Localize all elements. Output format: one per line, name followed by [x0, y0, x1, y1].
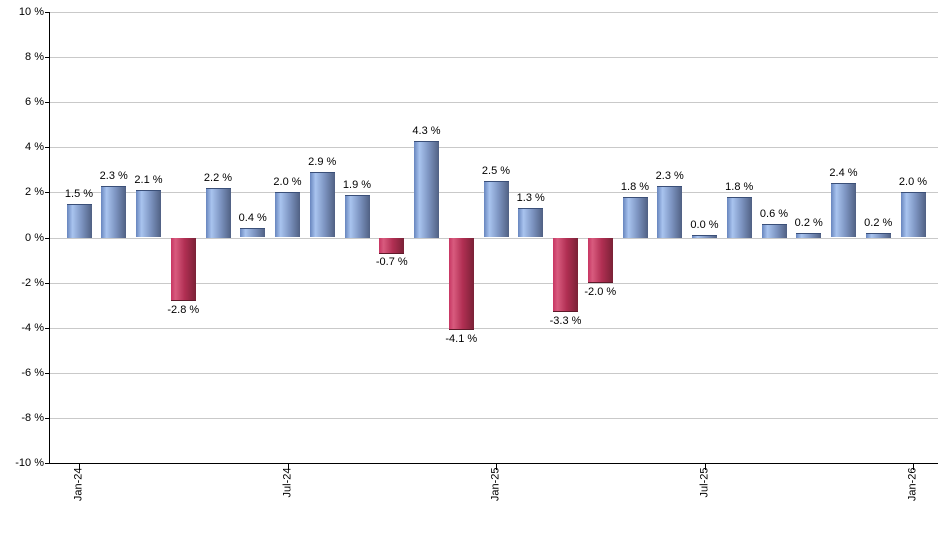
bar-positive: [518, 208, 543, 237]
bar-value-label: 2.3 %: [99, 170, 128, 182]
bar-value-label: 0.2 %: [794, 217, 823, 229]
bar-negative: [553, 238, 578, 312]
gridline: [49, 418, 938, 419]
bar-positive: [206, 188, 231, 238]
bar-value-label: 2.5 %: [481, 165, 511, 177]
x-axis-tick: [705, 464, 706, 470]
bar-value-label: -0.7 %: [375, 256, 408, 268]
y-axis-tick-label: 2 %: [25, 186, 44, 198]
bar-positive: [866, 233, 891, 238]
bar-value-label: 2.4 %: [829, 167, 858, 179]
bar-value-label: 2.0 %: [273, 176, 302, 188]
y-axis-tick: [45, 12, 49, 13]
x-axis-tick-label: Jan-25: [489, 467, 502, 502]
bar-negative: [588, 238, 613, 283]
y-axis-line: [49, 12, 50, 464]
bar-positive: [831, 183, 856, 237]
bar-positive: [101, 186, 126, 238]
bar-positive: [692, 235, 717, 238]
x-axis-tick-label: Jan-24: [72, 467, 85, 502]
y-axis-tick-label: 0 %: [25, 232, 44, 244]
gridline: [49, 12, 938, 13]
y-axis-tick: [45, 463, 49, 464]
x-axis-tick: [496, 464, 497, 470]
bar-positive: [657, 186, 682, 238]
y-axis-tick-label: 10 %: [18, 6, 44, 18]
bar-positive: [136, 190, 161, 237]
bar-value-label: 2.1 %: [134, 174, 163, 186]
bar-positive: [67, 204, 92, 238]
y-axis-tick: [45, 328, 49, 329]
bar-positive: [275, 192, 300, 237]
bar-positive: [901, 192, 926, 237]
y-axis-tick: [45, 283, 49, 284]
y-axis-tick: [45, 192, 49, 193]
bar-value-label: 2.9 %: [308, 156, 337, 168]
x-axis-tick-label: Jan-26: [906, 467, 919, 502]
bar-positive: [310, 172, 335, 237]
bar-value-label: -4.1 %: [445, 333, 478, 345]
x-axis-tick-label: Jul-25: [698, 467, 711, 498]
gridline: [49, 238, 938, 239]
y-axis-tick-label: 8 %: [25, 51, 44, 63]
gridline: [49, 102, 938, 103]
x-axis-tick-label: Jul-24: [281, 467, 294, 498]
bar-value-label: 2.3 %: [655, 170, 684, 182]
bar-value-label: 1.8 %: [725, 181, 754, 193]
gridline: [49, 328, 938, 329]
bar-value-label: 0.6 %: [759, 208, 789, 220]
x-axis-line: [49, 463, 938, 464]
bar-positive: [796, 233, 821, 238]
bar-value-label: -2.0 %: [584, 286, 617, 298]
bar-positive: [484, 181, 509, 237]
y-axis-tick-label: -6 %: [21, 367, 44, 379]
bar-value-label: 1.8 %: [620, 181, 650, 193]
bar-value-label: 2.2 %: [203, 172, 233, 184]
y-axis-tick-label: -4 %: [21, 322, 44, 334]
y-axis-tick-label: 4 %: [25, 141, 44, 153]
bar-positive: [345, 195, 370, 238]
y-axis-tick: [45, 373, 49, 374]
bar-positive: [762, 224, 787, 238]
bar-positive: [414, 141, 439, 238]
bar-negative: [171, 238, 196, 301]
y-axis-tick-label: -8 %: [21, 412, 44, 424]
bar-value-label: 1.5 %: [64, 188, 94, 200]
bar-value-label: -2.8 %: [167, 304, 200, 316]
x-axis-tick: [79, 464, 80, 470]
bar-value-label: 1.9 %: [342, 179, 372, 191]
bar-value-label: 0.0 %: [690, 219, 719, 231]
bar-positive: [727, 197, 752, 238]
y-axis-tick: [45, 418, 49, 419]
bar-value-label: 2.0 %: [898, 176, 928, 188]
bar-value-label: -3.3 %: [549, 315, 582, 327]
x-axis-tick: [288, 464, 289, 470]
x-axis-tick: [913, 464, 914, 470]
bar-negative: [379, 238, 404, 254]
gridline: [49, 373, 938, 374]
bar-value-label: 1.3 %: [516, 192, 545, 204]
gridline: [49, 147, 938, 148]
y-axis-tick: [45, 57, 49, 58]
y-axis-tick: [45, 147, 49, 148]
y-axis-tick-label: -10 %: [15, 457, 44, 469]
y-axis-tick-label: -2 %: [21, 277, 44, 289]
y-axis-tick: [45, 102, 49, 103]
gridline: [49, 283, 938, 284]
bar-positive: [623, 197, 648, 238]
bar-value-label: 0.2 %: [864, 217, 893, 229]
bar-value-label: 4.3 %: [412, 125, 441, 137]
bar-negative: [449, 238, 474, 330]
y-axis-tick: [45, 238, 49, 239]
bar-positive: [240, 228, 265, 237]
bar-value-label: 0.4 %: [238, 212, 267, 224]
gridline: [49, 57, 938, 58]
y-axis-tick-label: 6 %: [25, 96, 44, 108]
